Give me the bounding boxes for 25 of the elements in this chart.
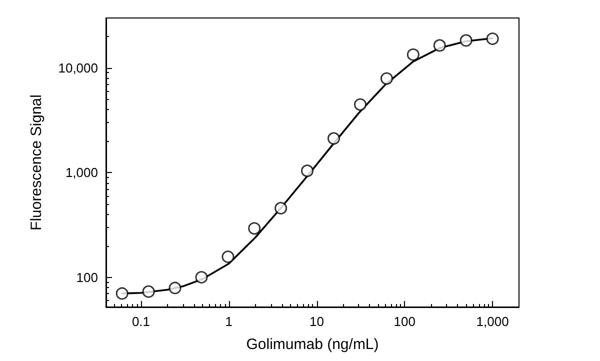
point [142,285,155,298]
point [274,202,288,214]
point [195,271,208,284]
point [222,250,234,264]
point [380,72,393,85]
point [327,132,340,145]
point [354,98,366,111]
point [116,287,128,300]
x-tick-label: 1 [225,314,232,329]
point [433,39,446,52]
point [460,34,472,47]
x-tick-label: 0.1 [132,314,150,329]
y-axis-title: Fluorescence Signal [28,94,45,230]
y-tick-label: 10,000 [58,60,98,76]
point [486,32,499,46]
x-tick-label: 10 [310,314,324,329]
x-tick-label: 1,000 [476,314,509,329]
y-tick-label: 1,000 [65,165,98,180]
point [406,48,420,61]
point [248,222,261,235]
point [301,164,314,178]
x-tick-label: 100 [394,314,416,329]
point [168,282,182,294]
x-axis-title: Golimumab (ng/mL) [246,336,379,353]
y-tick-label: 100 [76,270,98,285]
